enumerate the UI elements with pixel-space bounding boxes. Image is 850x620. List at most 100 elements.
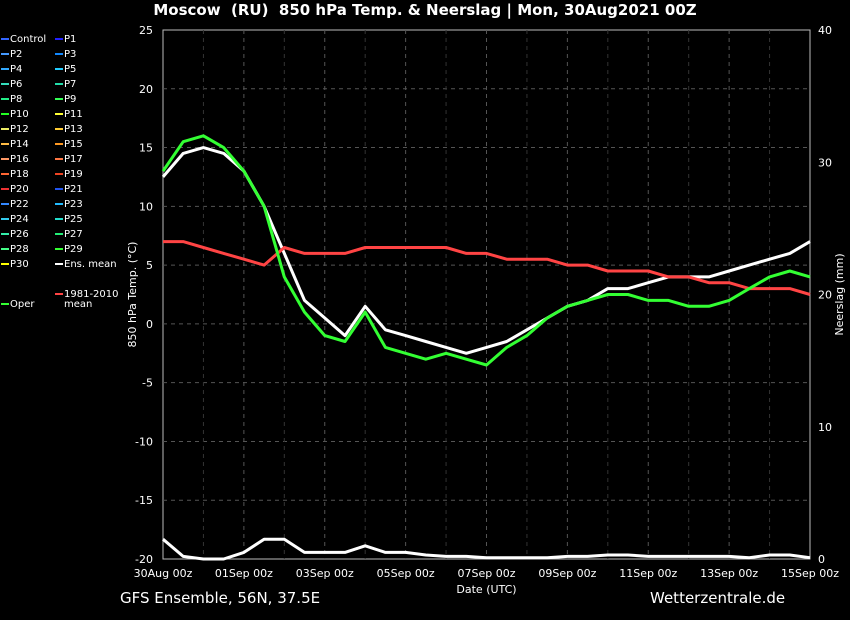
legend-swatch (55, 128, 63, 130)
legend-swatch (55, 233, 63, 235)
legend-label: P28 (10, 244, 29, 255)
legend-item: P20 (1, 183, 29, 197)
legend-item: P24 (1, 213, 29, 227)
legend-label: P15 (64, 139, 83, 150)
model-info: GFS Ensemble, 56N, 37.5E (120, 589, 321, 607)
legend-swatch (1, 248, 9, 250)
legend-label: P5 (64, 64, 77, 75)
legend-item: P25 (55, 213, 83, 227)
legend-swatch (1, 218, 9, 220)
legend-swatch (1, 233, 9, 235)
y-tick-label: 20 (139, 83, 153, 96)
legend-label: P30 (10, 259, 29, 270)
y-tick-label: 25 (139, 24, 153, 37)
legend-swatch (55, 38, 63, 40)
legend-swatch (1, 158, 9, 160)
chart-title: Moscow (RU) 850 hPa Temp. & Neerslag | M… (153, 1, 697, 19)
legend-swatch (1, 143, 9, 145)
legend-label: P2 (10, 49, 23, 60)
legend-item: P19 (55, 168, 83, 182)
legend-label: P10 (10, 109, 29, 120)
legend-swatch (55, 68, 63, 70)
legend-swatch (1, 53, 9, 55)
legend-item: P7 (55, 78, 76, 92)
legend-swatch (1, 128, 9, 130)
legend-item: P11 (55, 108, 83, 122)
legend-swatch (1, 203, 9, 205)
legend-swatch (55, 293, 63, 295)
legend-label: P7 (64, 79, 77, 90)
legend-item: P30 (1, 258, 29, 272)
legend-item: P13 (55, 123, 83, 137)
legend-swatch (55, 143, 63, 145)
legend-label: P18 (10, 169, 29, 180)
legend-swatch (1, 303, 9, 305)
legend-label: P4 (10, 64, 23, 75)
legend-label: P21 (64, 184, 83, 195)
y-tick-label: 5 (146, 259, 153, 272)
legend-label: Oper (10, 299, 35, 310)
y2-tick-label: 30 (818, 156, 832, 169)
legend-label: P13 (64, 124, 83, 135)
legend-label: P3 (64, 49, 77, 60)
legend-swatch (1, 98, 9, 100)
y2-tick-label: 20 (818, 289, 832, 302)
legend-swatch (1, 83, 9, 85)
legend-swatch (55, 98, 63, 100)
y2-tick-label: 40 (818, 24, 832, 37)
legend-item: P27 (55, 228, 83, 242)
legend-label: P24 (10, 214, 29, 225)
series-line (163, 240, 811, 296)
legend-swatch (55, 248, 63, 250)
legend-label: P20 (10, 184, 29, 195)
legend-item: P22 (1, 198, 29, 212)
legend-item: P1 (55, 33, 76, 47)
legend: Control P1 P2 P3 P4 P5 P6 P7 P8 P9 P10 P11 P12 P13 P14… (0, 33, 135, 323)
series-line (161, 146, 811, 355)
legend-item: P28 (1, 243, 29, 257)
legend-swatch (55, 173, 63, 175)
y-tick-label: -15 (135, 494, 153, 507)
legend-swatch (1, 38, 9, 40)
legend-swatch (55, 83, 63, 85)
legend-swatch (55, 158, 63, 160)
legend-label: P23 (64, 199, 83, 210)
legend-item: P26 (1, 228, 29, 242)
legend-swatch (55, 188, 63, 190)
y-tick-label: -20 (135, 553, 153, 566)
legend-item: P17 (55, 153, 83, 167)
x-tick-label: 15Sep 00z (781, 567, 839, 580)
legend-swatch (1, 113, 9, 115)
y-tick-label: -10 (135, 435, 153, 448)
y2-axis-label: Neerslag (mm) (833, 253, 846, 335)
x-tick-label: 09Sep 00z (538, 567, 596, 580)
legend-label: P14 (10, 139, 29, 150)
x-axis-label: Date (UTC) (456, 583, 516, 596)
y-tick-label: -5 (142, 377, 153, 390)
legend-label: 1981-2010 mean (64, 289, 119, 310)
legend-label: P9 (64, 94, 77, 105)
legend-item: P6 (1, 78, 22, 92)
x-tick-label: 01Sep 00z (215, 567, 273, 580)
legend-swatch (55, 203, 63, 205)
legend-item: P16 (1, 153, 29, 167)
legend-item: P21 (55, 183, 83, 197)
legend-item: P8 (1, 93, 22, 107)
y-axis-label: 850 hPa Temp. (°C) (126, 242, 139, 348)
x-tick-label: 13Sep 00z (700, 567, 758, 580)
legend-item: P18 (1, 168, 29, 182)
legend-label: P12 (10, 124, 29, 135)
legend-label: P25 (64, 214, 83, 225)
legend-label: P16 (10, 154, 29, 165)
legend-swatch (55, 218, 63, 220)
legend-swatch (1, 173, 9, 175)
legend-swatch (55, 113, 63, 115)
source-credit: Wetterzentrale.de (650, 589, 786, 607)
legend-swatch (55, 53, 63, 55)
legend-item: 1981-2010 mean (55, 288, 124, 310)
precip-series-line (162, 537, 811, 561)
legend-label: P1 (64, 34, 77, 45)
x-tick-label: 07Sep 00z (458, 567, 516, 580)
legend-label: P29 (64, 244, 83, 255)
